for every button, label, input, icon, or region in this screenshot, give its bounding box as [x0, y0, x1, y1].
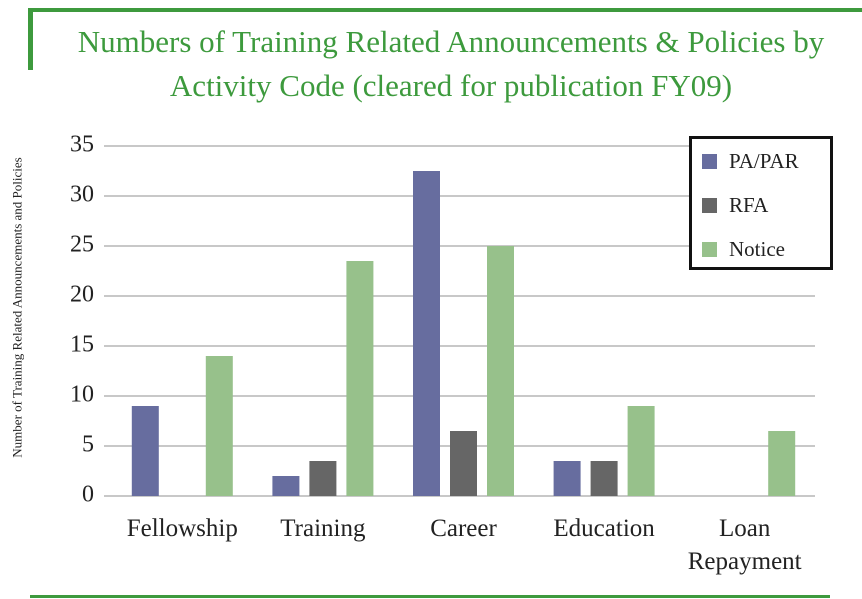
bar [590, 461, 618, 496]
x-tick-label: Training [280, 515, 366, 542]
bar [768, 431, 796, 496]
title-accent [28, 8, 33, 70]
title-rule [28, 8, 862, 12]
x-tick-label: Fellowship [126, 515, 238, 542]
bar [309, 461, 337, 496]
legend-swatch [702, 198, 717, 213]
y-tick-label: 25 [70, 232, 94, 258]
legend-item: PA/PAR [702, 149, 799, 174]
y-tick-label: 10 [70, 382, 94, 408]
legend-swatch [702, 242, 717, 257]
chart-title: Numbers of Training Related Announcement… [77, 24, 825, 103]
legend-label: Notice [729, 237, 785, 261]
y-tick-label: 0 [82, 482, 94, 508]
y-tick-label: 15 [70, 332, 94, 358]
legend: PA/PAR RFA Notice [689, 136, 833, 270]
bar [487, 246, 514, 496]
x-tick-label: Education [553, 515, 655, 542]
footer-rule [30, 595, 830, 598]
bar [346, 261, 374, 496]
bar [413, 171, 440, 496]
x-tick-label: Loan Repayment [687, 515, 802, 575]
bar [553, 461, 581, 496]
y-tick-label: 30 [70, 182, 94, 208]
bar [450, 431, 477, 496]
y-tick-label: 5 [82, 432, 94, 458]
bar [627, 406, 655, 496]
y-tick-label: 20 [70, 282, 94, 308]
y-axis-label: Number of Training Related Announcements… [9, 157, 25, 458]
legend-item: RFA [702, 193, 768, 218]
x-tick-label: Career [430, 515, 497, 542]
y-tick-label: 35 [70, 132, 94, 158]
legend-label: RFA [729, 193, 769, 217]
legend-swatch [702, 154, 717, 169]
bar [131, 406, 159, 496]
legend-item: Notice [702, 237, 785, 262]
bar [272, 476, 300, 496]
bar [205, 356, 233, 496]
legend-label: PA/PAR [729, 149, 799, 173]
